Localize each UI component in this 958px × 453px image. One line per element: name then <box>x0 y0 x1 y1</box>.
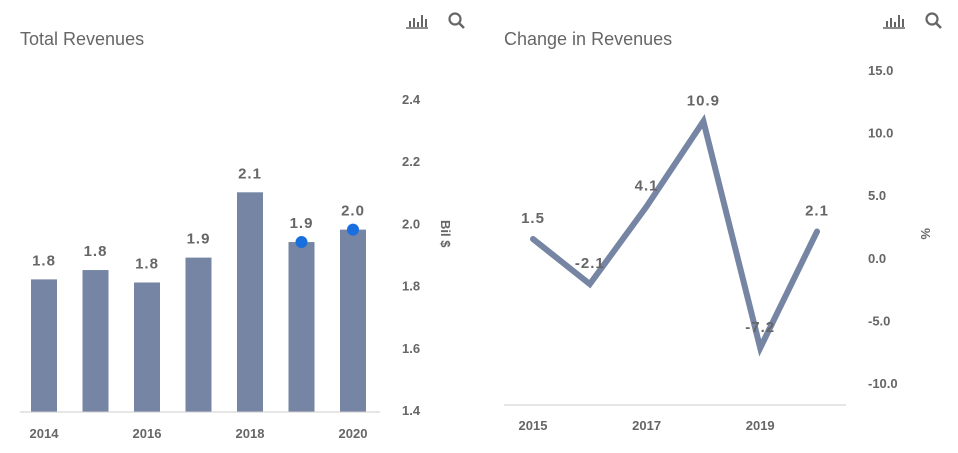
y-tick-label: -5.0 <box>868 313 890 328</box>
search-icon[interactable] <box>448 12 465 29</box>
y-axis-label: % <box>918 228 933 240</box>
data-label: 1.9 <box>290 215 314 232</box>
y-tick-label: 10.0 <box>868 126 893 141</box>
x-tick-label: 2015 <box>519 418 548 433</box>
data-label: -7.2 <box>745 319 775 336</box>
series-line[interactable] <box>530 114 820 357</box>
chart-title: Change in Revenues <box>504 29 672 49</box>
y-tick-label: 2.0 <box>402 216 420 231</box>
data-label: 2.1 <box>805 203 829 220</box>
marker-2019[interactable] <box>295 236 308 249</box>
y-tick-label: 2.4 <box>402 92 421 107</box>
y-tick-label: 1.4 <box>402 403 421 418</box>
bar-2019[interactable] <box>288 242 315 412</box>
bar-2015[interactable] <box>82 270 109 412</box>
bar-2018[interactable] <box>237 192 263 412</box>
x-tick-label: 2014 <box>30 426 60 441</box>
bar-2020[interactable] <box>340 229 366 412</box>
y-axis-label: Bil $ <box>438 220 453 248</box>
bar-chart-icon[interactable] <box>883 15 905 29</box>
marker-2020[interactable] <box>347 223 359 236</box>
data-label: 10.9 <box>687 92 720 109</box>
y-tick-label: -10.0 <box>868 376 898 391</box>
chart-title: Total Revenues <box>20 29 144 49</box>
data-label: 4.1 <box>635 177 659 194</box>
data-label: 2.1 <box>238 165 262 182</box>
y-tick-label: 5.0 <box>868 188 886 203</box>
y-tick-label: 0.0 <box>868 251 886 266</box>
y-tick-label: 1.6 <box>402 341 420 356</box>
data-label: 2.0 <box>341 203 365 220</box>
x-tick-label: 2018 <box>236 426 265 441</box>
y-tick-label: 1.8 <box>402 279 420 294</box>
bar-2014[interactable] <box>31 279 57 412</box>
x-tick-label: 2019 <box>746 418 775 433</box>
search-icon[interactable] <box>925 12 942 29</box>
bar-chart-icon[interactable] <box>406 15 428 29</box>
data-label: -2.1 <box>575 255 605 272</box>
bar-2016[interactable] <box>134 282 160 412</box>
x-tick-label: 2016 <box>133 426 162 441</box>
x-tick-label: 2017 <box>632 418 661 433</box>
x-tick-label: 2020 <box>339 426 368 441</box>
y-tick-label: 2.2 <box>402 154 420 169</box>
data-label: 1.8 <box>84 243 108 260</box>
data-label: 1.8 <box>32 252 56 269</box>
data-label: 1.8 <box>135 255 159 272</box>
change-in-revenues-chart: Change in Revenues 1.5 -2.1 4.1 10.9 -7.2 2.1… <box>504 12 942 433</box>
data-label: 1.5 <box>521 210 545 227</box>
bar-2017[interactable] <box>185 257 212 412</box>
y-tick-label: 15.0 <box>868 63 893 78</box>
data-label: 1.9 <box>187 231 211 248</box>
total-revenues-chart: Total Revenues 1.8 1.8 1.8 1.9 2.1 1.9 2.0 201… <box>20 12 465 441</box>
